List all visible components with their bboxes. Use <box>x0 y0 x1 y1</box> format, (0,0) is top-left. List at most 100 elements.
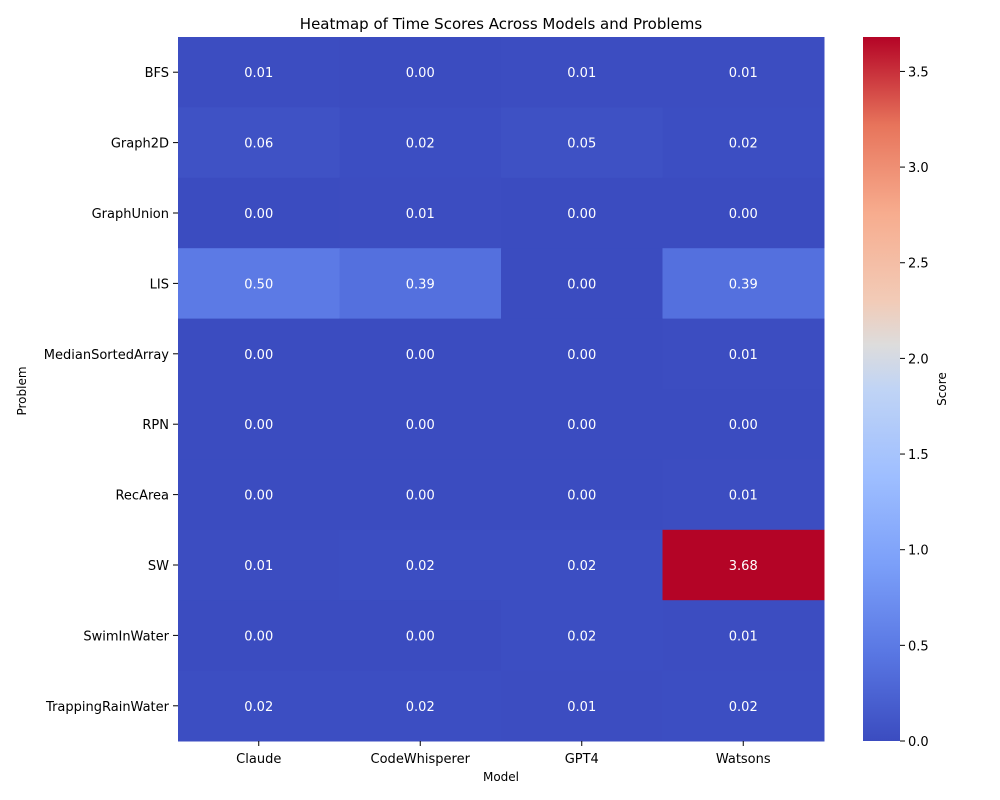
cell-value-label: 0.01 <box>729 66 758 81</box>
heatmap-cell <box>178 389 340 460</box>
cell-value-label: 3.68 <box>729 559 758 574</box>
heatmap-cell <box>501 318 663 390</box>
colorbar-tick-label: 3.5 <box>908 65 929 80</box>
cell-value-label: 0.50 <box>244 277 273 292</box>
y-tick-label: SW <box>148 559 169 574</box>
heatmap-cell <box>339 389 502 460</box>
heatmap-cell <box>501 600 663 672</box>
heatmap-cell <box>339 177 502 249</box>
heatmap-cell <box>662 389 825 460</box>
x-axis: Claude CodeWhisperer GPT4 Watsons <box>236 741 771 767</box>
heatmap-cell <box>501 37 663 108</box>
heatmap-cell <box>501 107 663 179</box>
x-axis-label: Model <box>483 770 519 784</box>
cell-value-label: 0.00 <box>567 489 596 504</box>
cell-value-label: 0.01 <box>729 489 758 504</box>
heatmap-cell <box>662 107 825 179</box>
colorbar-tick-label: 0.5 <box>908 639 929 654</box>
chart-title: Heatmap of Time Scores Across Models and… <box>300 15 703 33</box>
heatmap-cells <box>178 37 825 742</box>
heatmap-cell <box>339 600 502 672</box>
cell-value-label: 0.00 <box>244 489 273 504</box>
cell-value-label: 0.00 <box>406 348 435 363</box>
cell-value-label: 0.00 <box>244 207 273 222</box>
heatmap-cell <box>662 318 825 390</box>
cell-value-label: 0.02 <box>729 137 758 152</box>
cell-value-label: 0.01 <box>567 700 596 715</box>
cell-value-label: 0.00 <box>567 418 596 433</box>
y-tick-label: RecArea <box>115 489 169 504</box>
cell-value-label: 0.02 <box>406 559 435 574</box>
y-axis: BFS Graph2D GraphUnion LIS MedianSortedArray… <box>44 66 178 715</box>
colorbar-tick-label: 0.0 <box>908 735 929 750</box>
heatmap-cell <box>501 670 663 742</box>
y-tick-label: BFS <box>145 66 169 81</box>
colorbar-tick-label: 2.0 <box>908 352 929 367</box>
heatmap-cell <box>178 248 340 320</box>
cell-value-label: 0.00 <box>244 418 273 433</box>
y-tick-label: GraphUnion <box>92 207 169 222</box>
cell-value-label: 0.02 <box>567 629 596 644</box>
heatmap-cell <box>501 177 663 249</box>
heatmap-cell <box>339 459 502 531</box>
x-tick-label: CodeWhisperer <box>371 752 471 767</box>
cell-value-label: 0.00 <box>244 629 273 644</box>
heatmap-cell <box>339 670 502 742</box>
cell-value-label: 0.00 <box>244 348 273 363</box>
heatmap-cell <box>339 37 502 108</box>
y-tick-label: SwimInWater <box>83 629 169 644</box>
cell-value-label: 0.01 <box>729 629 758 644</box>
heatmap-cell <box>178 107 340 179</box>
cell-value-labels: 0.01 0.00 0.01 0.01 0.06 0.02 0.05 0.02 0.00 0.01… <box>244 66 757 715</box>
cell-value-label: 0.01 <box>244 66 273 81</box>
heatmap-cell <box>178 177 340 249</box>
heatmap-cell <box>662 248 825 320</box>
y-tick-label: LIS <box>150 277 169 292</box>
cell-value-label: 0.02 <box>729 700 758 715</box>
heatmap-cell <box>501 248 663 320</box>
cell-value-label: 0.01 <box>729 348 758 363</box>
colorbar-tick-label: 1.0 <box>908 544 929 559</box>
heatmap-cell <box>662 177 825 249</box>
y-tick-label: Graph2D <box>111 137 169 152</box>
heatmap-cell <box>178 600 340 672</box>
cell-value-label: 0.02 <box>244 700 273 715</box>
cell-value-label: 0.00 <box>729 418 758 433</box>
cell-value-label: 0.00 <box>406 629 435 644</box>
colorbar: 0.0 0.5 1.0 1.5 2.0 2.5 3.0 3.5 Score <box>863 37 949 750</box>
cell-value-label: 0.01 <box>567 66 596 81</box>
cell-value-label: 0.05 <box>567 137 596 152</box>
colorbar-tick-label: 1.5 <box>908 448 929 463</box>
x-tick-label: GPT4 <box>565 752 599 767</box>
heatmap-cell <box>178 670 340 742</box>
heatmap-cell <box>178 37 340 108</box>
cell-value-label: 0.00 <box>567 207 596 222</box>
cell-value-label: 0.06 <box>244 137 273 152</box>
heatmap-cell <box>178 529 340 601</box>
cell-value-label: 0.39 <box>729 277 758 292</box>
heatmap-cell <box>662 459 825 531</box>
heatmap-cell <box>501 459 663 531</box>
cell-value-label: 0.01 <box>244 559 273 574</box>
cell-value-label: 0.02 <box>406 700 435 715</box>
x-tick-label: Watsons <box>716 752 771 767</box>
x-tick-label: Claude <box>236 752 281 767</box>
y-axis-label: Problem <box>15 366 29 415</box>
colorbar-gradient <box>863 37 900 741</box>
cell-value-label: 0.00 <box>406 418 435 433</box>
colorbar-tick-label: 2.5 <box>908 257 929 272</box>
cell-value-label: 0.39 <box>406 277 435 292</box>
y-tick-label: RPN <box>142 418 169 433</box>
y-tick-label: TrappingRainWater <box>45 700 170 715</box>
heatmap-cell <box>662 529 825 601</box>
cell-value-label: 0.00 <box>406 489 435 504</box>
cell-value-label: 0.00 <box>406 66 435 81</box>
heatmap-cell <box>178 318 340 390</box>
cell-value-label: 0.01 <box>406 207 435 222</box>
cell-value-label: 0.02 <box>406 137 435 152</box>
heatmap-cell <box>501 529 663 601</box>
cell-value-label: 0.00 <box>567 277 596 292</box>
cell-value-label: 0.00 <box>729 207 758 222</box>
colorbar-label: Score <box>935 372 949 406</box>
